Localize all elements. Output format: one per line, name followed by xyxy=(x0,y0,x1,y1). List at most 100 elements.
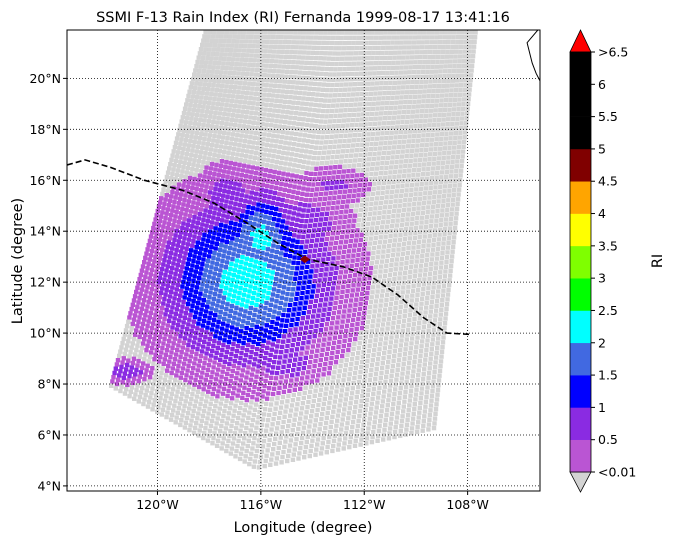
swath-pixel xyxy=(368,206,373,212)
swath-pixel xyxy=(412,65,417,70)
rain-pixel xyxy=(166,221,172,226)
swath-pixel xyxy=(417,162,422,168)
rain-pixel xyxy=(309,349,315,354)
swath-pixel xyxy=(188,120,193,126)
swath-pixel xyxy=(273,64,278,69)
swath-pixel xyxy=(430,132,435,137)
swath-pixel xyxy=(159,412,164,417)
swath-pixel xyxy=(264,44,269,49)
rain-pixel xyxy=(184,189,189,194)
swath-pixel xyxy=(252,155,258,160)
swath-pixel xyxy=(282,59,288,64)
rain-pixel xyxy=(356,316,361,322)
swath-pixel xyxy=(363,207,368,212)
rain-pixel xyxy=(302,229,307,234)
rain-pixel xyxy=(273,354,278,360)
swath-pixel xyxy=(409,119,414,124)
rain-pixel xyxy=(350,198,355,204)
swath-pixel xyxy=(387,55,393,60)
swath-pixel xyxy=(322,145,328,150)
rain-pixel xyxy=(272,331,277,337)
swath-pixel xyxy=(344,102,349,108)
swath-pixel xyxy=(189,134,194,139)
rain-pixel xyxy=(260,182,265,188)
rain-pixel xyxy=(180,245,185,250)
swath-pixel xyxy=(421,99,426,104)
swath-pixel xyxy=(320,135,325,140)
swath-pixel xyxy=(424,74,429,79)
swath-pixel xyxy=(333,394,338,399)
swath-pixel xyxy=(237,456,243,462)
rain-pixel xyxy=(171,242,176,247)
rain-pixel xyxy=(177,359,182,364)
rain-pixel xyxy=(158,290,164,295)
swath-pixel xyxy=(363,407,368,412)
rain-pixel xyxy=(179,269,184,274)
swath-pixel xyxy=(382,116,388,121)
swath-pixel xyxy=(327,77,332,82)
swath-pixel xyxy=(362,345,367,350)
swath-pixel xyxy=(262,53,267,59)
rain-pixel xyxy=(276,239,282,244)
rain-pixel xyxy=(290,194,295,200)
rain-pixel xyxy=(259,326,264,331)
swath-pixel xyxy=(215,416,220,421)
swath-pixel xyxy=(192,158,197,163)
swath-pixel xyxy=(243,431,248,436)
swath-pixel xyxy=(400,90,405,95)
swath-pixel xyxy=(431,122,437,128)
swath-pixel xyxy=(357,81,362,87)
swath-pixel xyxy=(300,143,305,148)
swath-pixel xyxy=(290,126,296,131)
swath-pixel xyxy=(213,92,218,97)
swath-pixel xyxy=(292,163,297,168)
swath-pixel xyxy=(260,82,265,87)
swath-pixel xyxy=(251,160,256,165)
swath-pixel xyxy=(286,146,291,151)
swath-pixel xyxy=(196,433,201,438)
swath-pixel xyxy=(354,122,359,128)
swath-pixel xyxy=(444,126,450,132)
rain-pixel xyxy=(175,368,180,373)
rain-pixel xyxy=(192,294,197,299)
rain-pixel xyxy=(289,199,294,205)
swath-pixel xyxy=(214,87,219,93)
swath-pixel xyxy=(349,148,355,153)
rain-pixel xyxy=(189,328,194,334)
rain-pixel xyxy=(228,245,233,251)
rain-pixel xyxy=(244,348,250,353)
swath-pixel xyxy=(180,133,185,138)
swath-pixel xyxy=(127,394,132,399)
rain-pixel xyxy=(268,380,273,386)
swath-pixel xyxy=(246,105,251,110)
rain-pixel xyxy=(179,309,184,314)
swath-pixel xyxy=(274,431,279,436)
rain-pixel xyxy=(279,273,284,278)
rain-pixel xyxy=(342,249,347,255)
rain-pixel xyxy=(290,373,295,378)
swath-pixel xyxy=(374,196,380,201)
swath-pixel xyxy=(422,123,427,128)
rain-pixel xyxy=(231,320,236,325)
swath-pixel xyxy=(423,118,428,123)
rain-pixel xyxy=(139,306,145,311)
swath-pixel xyxy=(212,115,217,120)
swath-pixel xyxy=(314,30,320,35)
swath-pixel xyxy=(331,375,336,380)
swath-pixel xyxy=(223,145,228,150)
rain-pixel xyxy=(221,274,226,279)
swath-pixel xyxy=(275,113,280,119)
swath-pixel xyxy=(136,339,141,344)
swath-pixel xyxy=(199,150,204,155)
swath-pixel xyxy=(413,153,419,158)
rain-pixel xyxy=(347,308,352,313)
rain-pixel xyxy=(157,334,163,339)
rain-pixel xyxy=(232,206,237,211)
rain-pixel xyxy=(282,307,287,312)
rain-pixel xyxy=(314,243,319,248)
swath-pixel xyxy=(127,354,132,359)
swath-pixel xyxy=(231,127,237,132)
rain-pixel xyxy=(167,236,173,241)
rain-pixel xyxy=(198,207,204,212)
rain-pixel xyxy=(262,284,268,289)
